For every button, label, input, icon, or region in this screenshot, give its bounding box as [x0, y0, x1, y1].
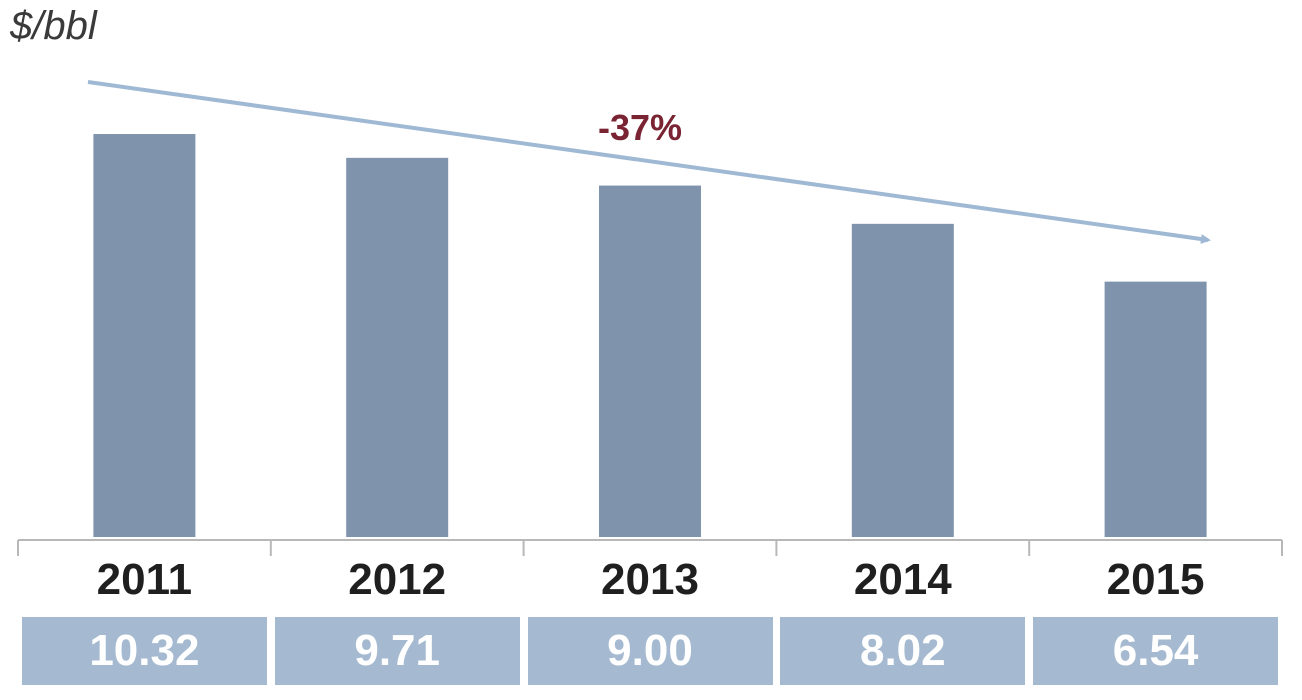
bars-layer	[93, 134, 1207, 538]
x-tick-label-2011: 2011	[96, 555, 193, 604]
x-tick-label-2015: 2015	[1106, 555, 1205, 604]
year-labels-row: 2011 2012 2013 2014 2015	[18, 553, 1282, 607]
y-axis-unit-label: $/bbl	[10, 4, 97, 48]
bar-2012	[346, 157, 449, 537]
data-label-2011: 10.32	[21, 617, 267, 685]
x-tick-label-2013: 2013	[601, 555, 699, 604]
data-label-2013: 9.00	[527, 617, 773, 685]
bar-2014	[851, 223, 954, 538]
data-label-2012: 9.71	[274, 617, 520, 685]
x-tick-label-2014: 2014	[853, 555, 952, 604]
bar-2013	[599, 185, 701, 538]
percent-change-annotation: -37%	[597, 107, 683, 148]
data-label-2014: 8.02	[780, 617, 1026, 685]
bar-2011	[93, 134, 196, 537]
x-tick-label-2012: 2012	[348, 555, 447, 604]
x-axis-ticks	[17, 540, 1283, 556]
data-label-2015: 6.54	[1033, 617, 1279, 685]
value-labels-row: 10.32 9.71 9.00 8.02 6.54	[18, 617, 1282, 685]
trend-arrow	[87, 80, 1211, 244]
bar-2015	[1104, 281, 1207, 537]
